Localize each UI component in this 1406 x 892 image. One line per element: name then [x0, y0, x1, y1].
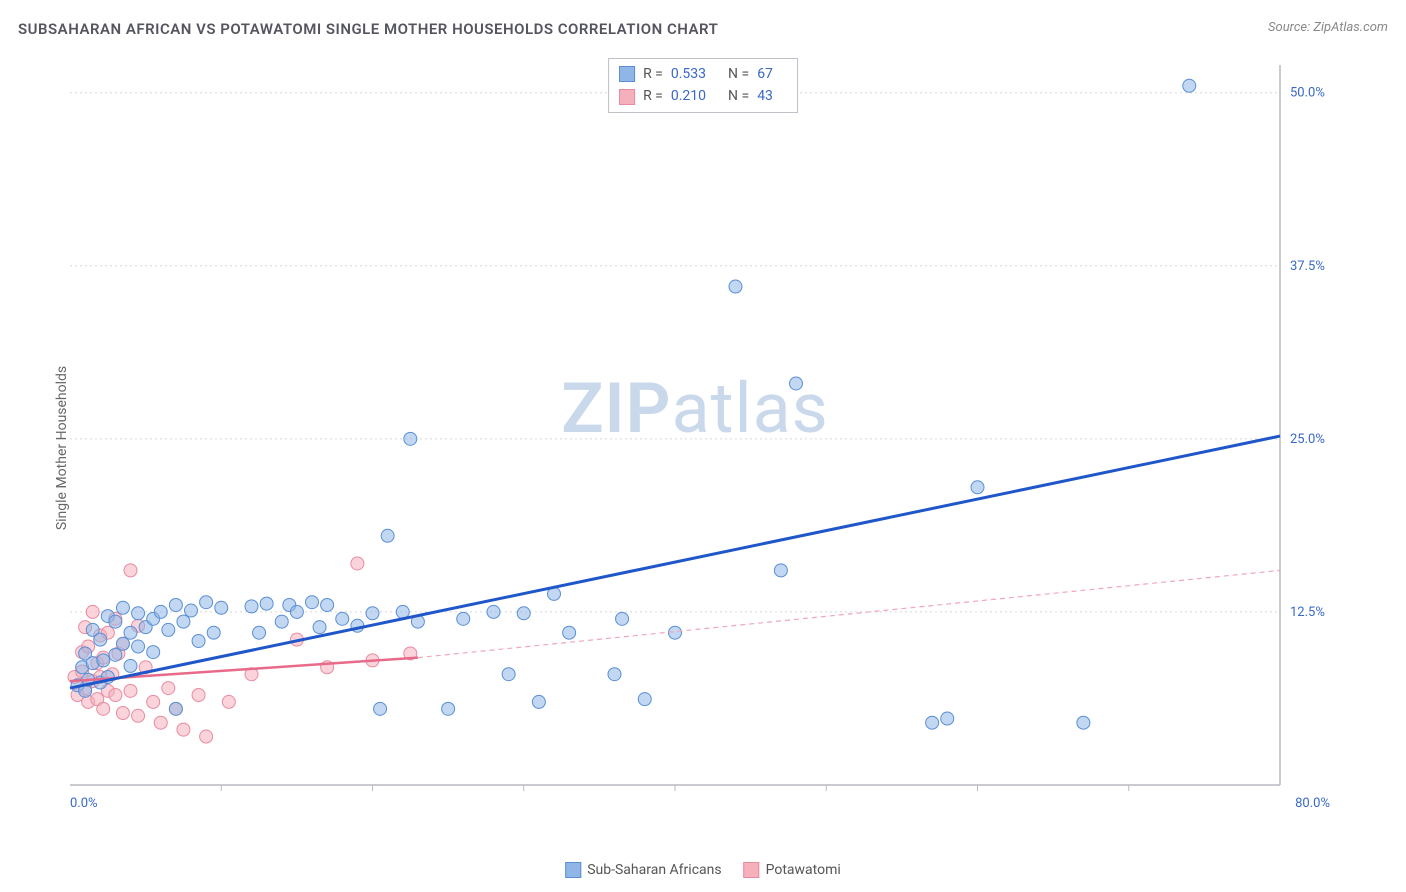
r-label-1: R = [643, 63, 663, 85]
legend-label-1: Sub-Saharan Africans [587, 862, 721, 878]
svg-text:80.0%: 80.0% [1295, 796, 1330, 811]
n-label-1: N = [728, 63, 749, 85]
stats-legend-box: R = 0.533 N = 67 R = 0.210 N = 43 [608, 58, 798, 113]
legend-item-series2: Potawatomi [744, 862, 841, 878]
svg-text:50.0%: 50.0% [1290, 86, 1325, 101]
legend-swatch-2 [744, 862, 760, 878]
stats-row-series1: R = 0.533 N = 67 [619, 63, 787, 85]
plot-area: Single Mother Households ZIPatlas 12.5%2… [50, 55, 1340, 825]
chart-title: SUBSAHARAN AFRICAN VS POTAWATOMI SINGLE … [18, 20, 718, 38]
swatch-series1 [619, 66, 635, 82]
svg-text:12.5%: 12.5% [1290, 605, 1325, 620]
n-value-1: 67 [757, 63, 773, 85]
legend-label-2: Potawatomi [766, 862, 841, 878]
legend-swatch-1 [565, 862, 581, 878]
bottom-legend: Sub-Saharan Africans Potawatomi [565, 862, 841, 878]
stats-row-series2: R = 0.210 N = 43 [619, 85, 787, 107]
n-label-2: N = [728, 85, 749, 107]
svg-text:0.0%: 0.0% [70, 796, 98, 811]
legend-item-series1: Sub-Saharan Africans [565, 862, 721, 878]
n-value-2: 43 [757, 85, 773, 107]
svg-text:37.5%: 37.5% [1290, 259, 1325, 274]
r-value-1: 0.533 [671, 63, 706, 85]
r-value-2: 0.210 [671, 85, 706, 107]
swatch-series2 [619, 89, 635, 105]
scatter-chart: 12.5% 25.0% 37.5% 50.0% 0.0% 80.0% [50, 55, 1340, 825]
r-label-2: R = [643, 85, 663, 107]
source-label: Source: ZipAtlas.com [1268, 20, 1388, 35]
svg-text:25.0%: 25.0% [1290, 432, 1325, 447]
